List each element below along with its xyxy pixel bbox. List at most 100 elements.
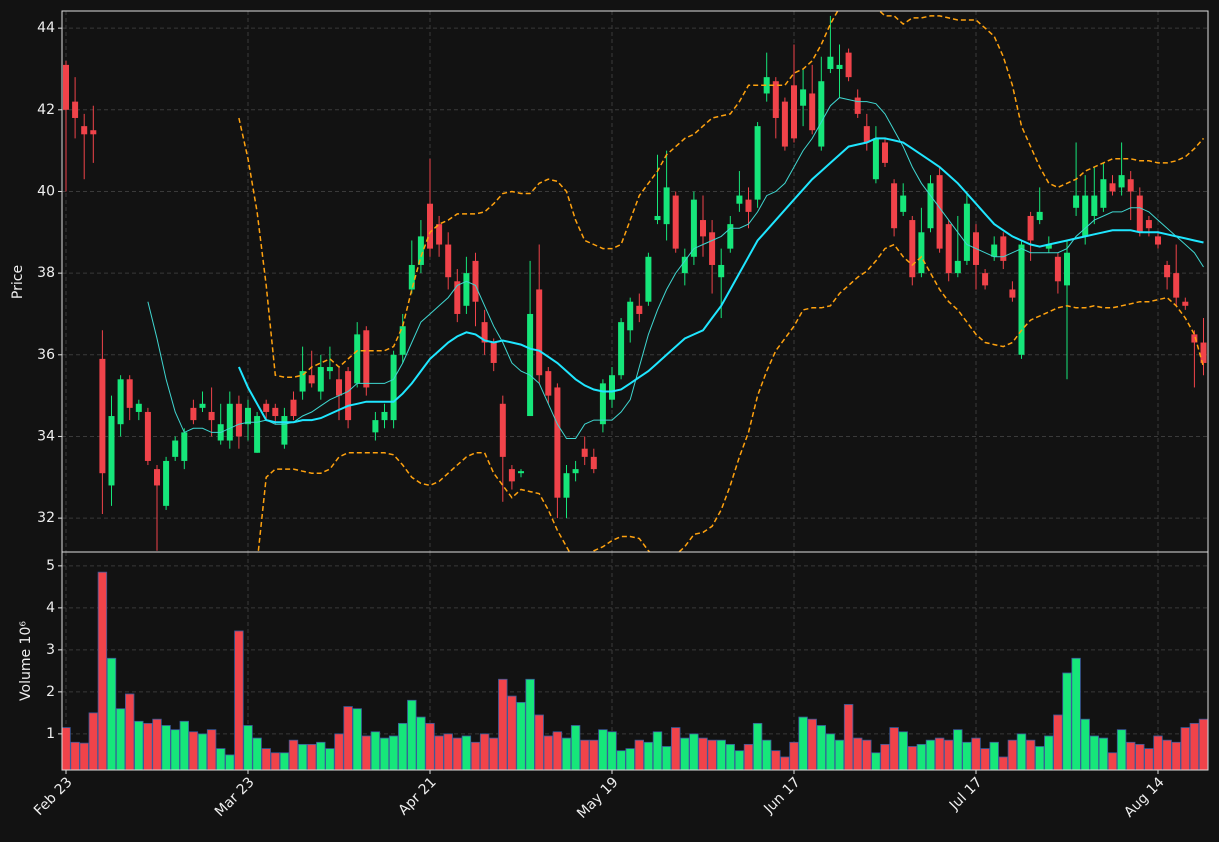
volume-bar [261, 748, 271, 770]
volume-bar [252, 737, 262, 770]
candle-body [508, 469, 515, 482]
candle-body [663, 187, 670, 225]
volume-bar [352, 708, 362, 770]
candle-body [290, 399, 297, 417]
volume-bar [361, 735, 372, 770]
candle-body [144, 411, 151, 461]
candle-body [1082, 195, 1089, 237]
volume-panel [62, 571, 1208, 770]
candle-body [490, 342, 497, 363]
candle-body [1200, 342, 1207, 363]
volume-bar [989, 741, 999, 770]
candle-body [1054, 256, 1061, 282]
volume-tick-label: 1 [46, 726, 55, 742]
candle-body [763, 77, 770, 94]
candle-body [181, 432, 188, 461]
candle-body [199, 403, 206, 408]
candle-body [190, 407, 197, 421]
candle-body [936, 175, 943, 249]
volume-bar [288, 739, 299, 770]
volume-bar [1180, 727, 1191, 770]
volume-bar [689, 733, 699, 770]
volume-bar [1044, 735, 1054, 770]
volume-bar [1198, 718, 1208, 770]
candle-body [772, 81, 779, 118]
volume-bar [234, 630, 244, 770]
volume-bar [325, 748, 335, 770]
volume-bar [762, 739, 772, 770]
candle-body [927, 183, 934, 229]
candle-body [918, 232, 925, 274]
candle-body [345, 371, 352, 421]
volume-bar [816, 725, 827, 770]
candle-body [836, 64, 843, 69]
volume-bar [97, 571, 108, 770]
volume-bar [452, 737, 463, 770]
volume-bar [143, 722, 153, 770]
candle-body [536, 289, 543, 376]
candle-body [991, 244, 998, 257]
volume-bar [789, 741, 799, 770]
volume-bar [634, 739, 645, 770]
volume-bar [343, 706, 353, 770]
candle-body [954, 260, 961, 274]
candle-body [791, 85, 797, 139]
indicator-line [147, 97, 1204, 439]
volume-bar [397, 722, 408, 770]
volume-bar [752, 722, 763, 770]
candle-body [636, 305, 643, 314]
candle-body [1164, 264, 1171, 278]
candle-body [527, 313, 534, 417]
volume-bar [698, 737, 708, 770]
volume-bar [853, 737, 863, 770]
volume-bar [188, 731, 199, 770]
candle-body [1018, 244, 1025, 355]
candle-body [1136, 195, 1143, 233]
volume-bar [215, 748, 226, 770]
candle-body [654, 215, 661, 221]
candle-body [235, 403, 242, 437]
volume-bar [1053, 714, 1063, 770]
candle-body [554, 387, 561, 498]
candle-body [754, 126, 761, 200]
candle-body [308, 375, 315, 384]
candle-body [672, 195, 679, 249]
candle-body [336, 379, 342, 396]
candle-body [872, 138, 879, 180]
volume-bar [270, 752, 281, 770]
candle-body [736, 195, 743, 204]
volume-bar [297, 743, 308, 770]
candle-body [354, 334, 361, 384]
candle-body [891, 183, 898, 229]
volume-bar [543, 735, 554, 770]
candle-body [381, 411, 388, 421]
volume-bar [525, 678, 535, 770]
volume-bar [1071, 657, 1081, 770]
volume-bar [498, 678, 508, 770]
candle-body [1173, 273, 1180, 298]
candle-body [945, 224, 952, 274]
volume-bar [225, 754, 235, 770]
volume-bar [461, 735, 472, 770]
volume-bar [807, 718, 817, 770]
volume-bar [1089, 735, 1100, 770]
candle-body [317, 367, 324, 392]
candle-body [272, 407, 279, 417]
volume-bar [1116, 729, 1127, 770]
volume-bar [734, 750, 745, 770]
candle-body [1155, 236, 1161, 245]
candle-body [863, 126, 870, 143]
volume-bar [1080, 718, 1090, 770]
volume-bar [316, 741, 326, 770]
candle-body [1100, 179, 1107, 208]
candle-body [709, 232, 716, 265]
volume-bar [134, 720, 144, 770]
candle-body [254, 416, 261, 453]
volume-bar [643, 741, 654, 770]
candle-body [1191, 334, 1198, 343]
candle-body [1127, 179, 1134, 192]
volume-frame [61, 551, 1209, 771]
volume-bar [179, 720, 190, 770]
candle-body [72, 101, 79, 118]
indicator-line [238, 11, 1205, 378]
